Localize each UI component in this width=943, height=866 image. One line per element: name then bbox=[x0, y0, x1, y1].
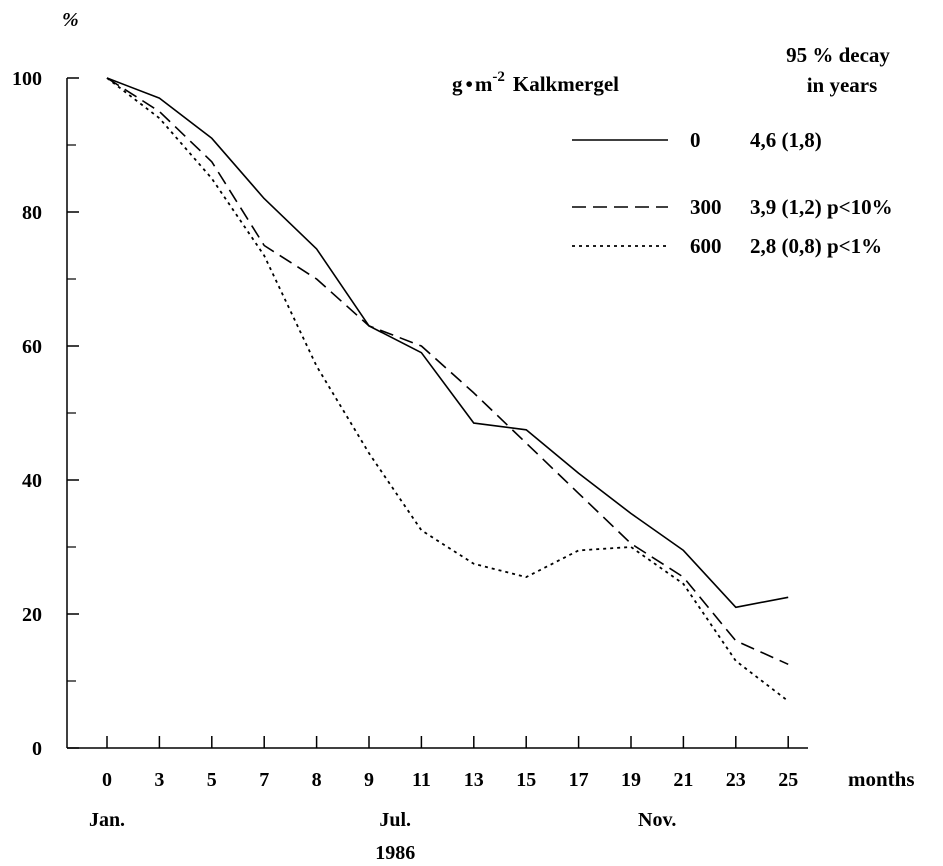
month-labels: Jan.Jul.Nov.MayNov. bbox=[89, 809, 676, 831]
y-tick-label: 40 bbox=[22, 470, 42, 492]
y-axis-label: % bbox=[62, 9, 79, 31]
month-label: Jul. bbox=[379, 809, 411, 831]
legend-decay-value: 3,9 (1,2) p<10% bbox=[750, 195, 893, 219]
x-axis-label: months bbox=[848, 767, 915, 791]
x-tick-label: 7 bbox=[259, 769, 269, 791]
legend-decay-header-line1: 95 % decay bbox=[786, 43, 890, 67]
y-tick-label: 80 bbox=[22, 202, 42, 224]
legend-unit-header: g •m-2 Kalkmergel bbox=[452, 69, 619, 96]
x-tick-label: 25 bbox=[778, 769, 798, 791]
x-tick-label: 15 bbox=[516, 769, 536, 791]
legend-rows: 0 4,6 (1,8) 300 3,9 (1,2) p<10% 600 2,8 (0,8)… bbox=[572, 128, 893, 258]
y-tick-label: 20 bbox=[22, 604, 42, 626]
y-tick-label: 60 bbox=[22, 336, 42, 358]
x-tick-label: 5 bbox=[207, 769, 217, 791]
legend-series-name: 600 bbox=[690, 234, 722, 258]
x-tick-label: 3 bbox=[154, 769, 164, 791]
series-line-300 bbox=[106, 77, 789, 666]
x-tick-label: 9 bbox=[364, 769, 374, 791]
legend-series-name: 0 bbox=[690, 128, 701, 152]
axes bbox=[66, 78, 808, 749]
year-label: 1986 bbox=[375, 842, 415, 864]
y-ticks: 0 20 40 60 80 100 bbox=[12, 68, 79, 760]
x-tick-label: 0 bbox=[102, 769, 112, 791]
year-labels: 19861987 bbox=[375, 842, 415, 864]
x-tick-label: 13 bbox=[464, 769, 484, 791]
x-tick-label: 17 bbox=[569, 769, 589, 791]
x-tick-label: 21 bbox=[673, 769, 693, 791]
x-tick-label: 11 bbox=[412, 769, 431, 791]
legend-series-name: 300 bbox=[690, 195, 722, 219]
x-tick-label: 23 bbox=[726, 769, 746, 791]
series-line-0 bbox=[106, 77, 789, 609]
month-label: Jan. bbox=[89, 809, 125, 831]
series-line-600 bbox=[106, 77, 789, 702]
x-ticks: 0 3 5 7 8 9 11 13 15 17 19 21 23 25 bbox=[102, 736, 798, 791]
y-tick-label: 0 bbox=[32, 738, 42, 760]
legend-decay-value: 4,6 (1,8) bbox=[750, 128, 822, 152]
y-tick-label: 100 bbox=[12, 68, 42, 90]
legend-decay-header-line2: in years bbox=[807, 73, 878, 97]
x-tick-label: 19 bbox=[621, 769, 641, 791]
legend: g •m-2 Kalkmergel 95 % decay in years 0 4,6… bbox=[452, 43, 893, 258]
legend-decay-value: 2,8 (0,8) p<1% bbox=[750, 234, 882, 258]
month-label: Nov. bbox=[638, 809, 676, 831]
x-tick-label: 8 bbox=[312, 769, 322, 791]
series-lines bbox=[106, 77, 789, 702]
